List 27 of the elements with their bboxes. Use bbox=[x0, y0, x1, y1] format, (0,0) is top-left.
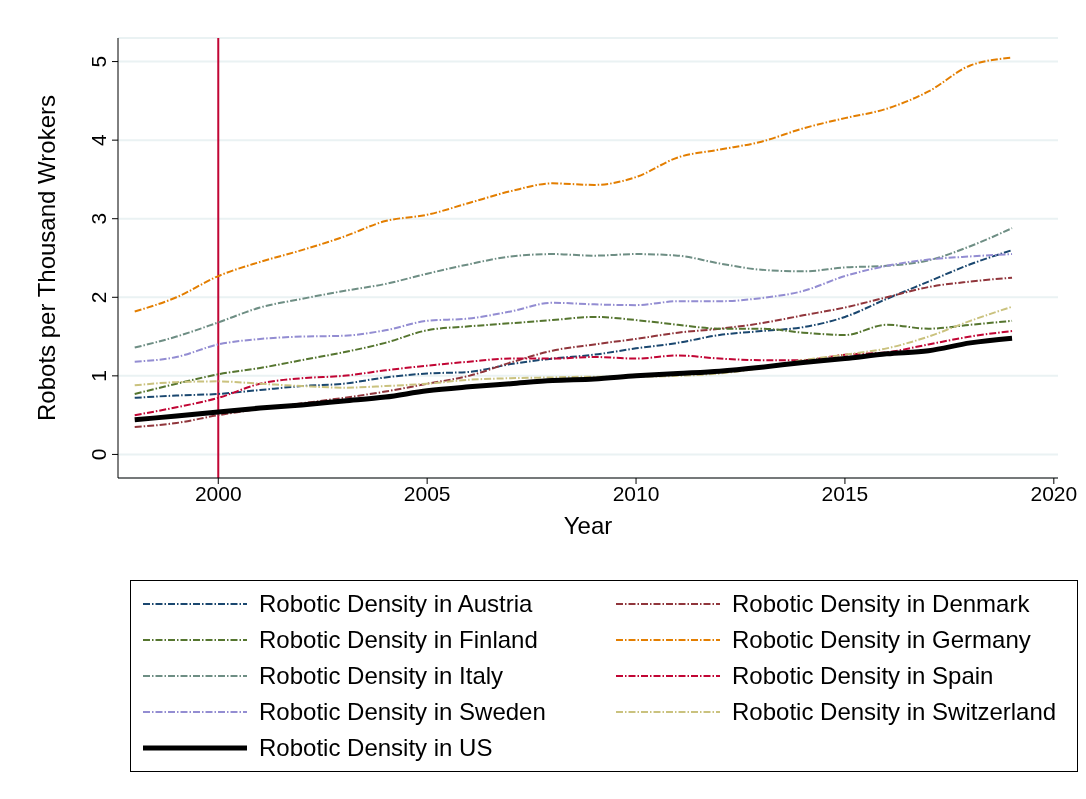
y-tick-label: 4 bbox=[87, 133, 110, 146]
y-tick-label: 5 bbox=[87, 55, 110, 68]
legend-label: Robotic Density in Italy bbox=[259, 662, 504, 690]
y-tick-label: 1 bbox=[87, 370, 110, 382]
legend-label: Robotic Density in US bbox=[259, 734, 493, 762]
x-axis-title: Year bbox=[563, 512, 613, 539]
legend-label: Robotic Density in Switzerland bbox=[732, 698, 1057, 726]
y-tick-label: 0 bbox=[87, 448, 110, 461]
x-tick-label: 2015 bbox=[821, 481, 869, 505]
x-tick-label: 2010 bbox=[612, 481, 660, 505]
x-tick-label: 2020 bbox=[1030, 481, 1078, 505]
line-series bbox=[133, 249, 1014, 399]
legend-label: Robotic Density in Sweden bbox=[259, 698, 546, 726]
legend-label: Robotic Density in Denmark bbox=[732, 590, 1030, 618]
legend-label: Robotic Density in Finland bbox=[259, 626, 538, 654]
legend-label: Robotic Density in Spain bbox=[732, 662, 994, 690]
line-series bbox=[133, 227, 1014, 349]
y-tick-label: 2 bbox=[87, 291, 110, 304]
line-series bbox=[133, 276, 1014, 428]
y-tick-label: 3 bbox=[87, 212, 110, 225]
x-tick-label: 2005 bbox=[403, 481, 451, 505]
line-series bbox=[133, 253, 1014, 363]
x-tick-label: 2000 bbox=[194, 481, 242, 505]
line-series bbox=[133, 305, 1014, 389]
legend-label: Robotic Density in Germany bbox=[732, 626, 1031, 654]
legend-label: Robotic Density in Austria bbox=[259, 590, 533, 618]
y-axis-title: Robots per Thousand Wrokers bbox=[32, 95, 60, 421]
